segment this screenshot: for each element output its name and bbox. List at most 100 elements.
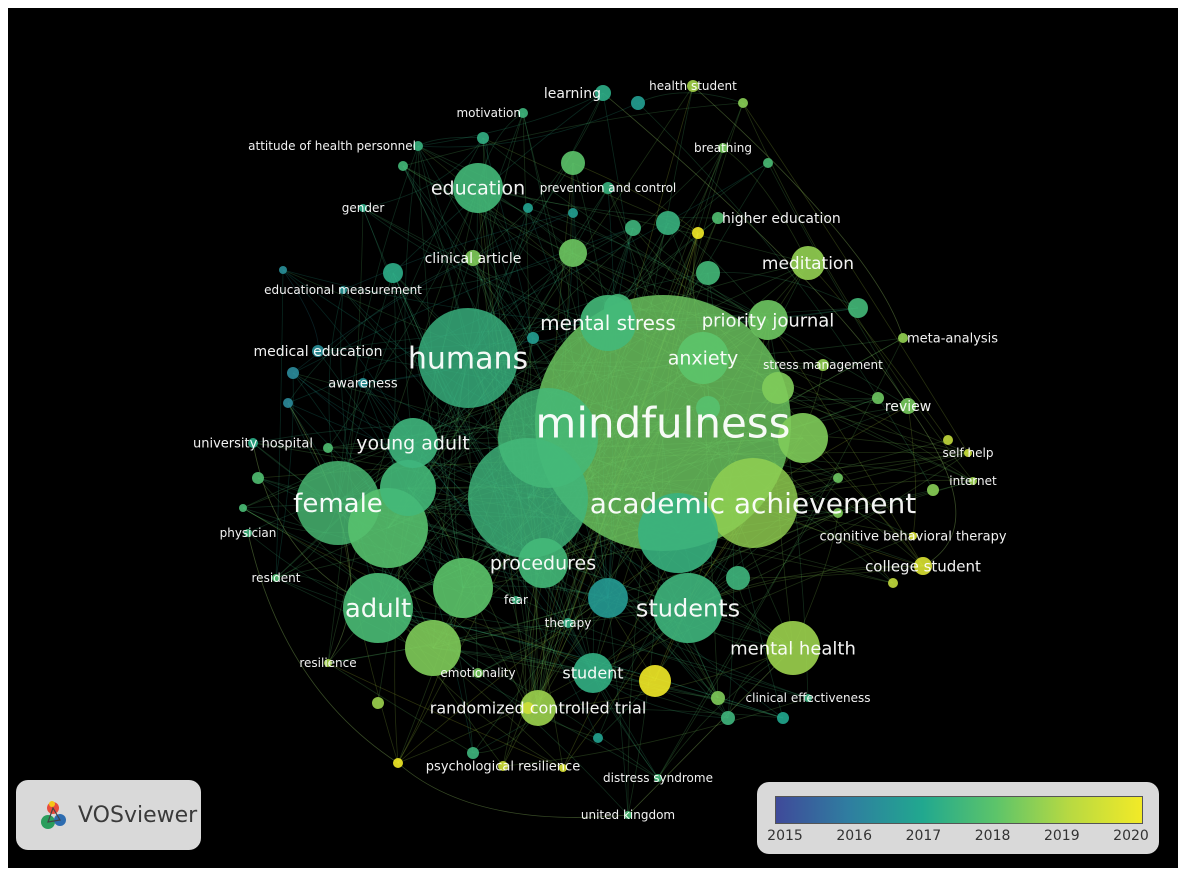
network-node[interactable] xyxy=(726,566,750,590)
network-node[interactable] xyxy=(711,691,725,705)
node-prevention-and-control[interactable] xyxy=(602,182,614,194)
node-emotionality[interactable] xyxy=(473,668,483,678)
label-gender[interactable]: gender xyxy=(342,201,385,215)
network-node[interactable] xyxy=(559,764,567,772)
node-young-adult[interactable] xyxy=(388,418,438,468)
node-university-hospital[interactable] xyxy=(248,438,258,448)
label-stress-management[interactable]: stress management xyxy=(763,358,883,372)
node-meta-analysis[interactable] xyxy=(898,333,908,343)
network-node[interactable] xyxy=(561,151,585,175)
node-humans[interactable] xyxy=(418,308,518,408)
label-distress-syndrome[interactable]: distress syndrome xyxy=(603,771,713,785)
network-visualization[interactable]: mindfulness academic achievement humans fem… xyxy=(8,8,1178,868)
label-adult[interactable]: adult xyxy=(345,594,411,624)
label-fear[interactable]: fear xyxy=(504,593,528,607)
network-node[interactable] xyxy=(833,508,843,518)
network-node[interactable] xyxy=(323,443,333,453)
label-health-student[interactable]: health student xyxy=(649,79,737,93)
network-node[interactable] xyxy=(593,733,603,743)
network-node[interactable] xyxy=(833,473,843,483)
label-physician[interactable]: physician xyxy=(220,526,277,540)
network-node[interactable] xyxy=(738,98,748,108)
node-adult[interactable] xyxy=(343,573,413,643)
label-mental-stress[interactable]: mental stress xyxy=(540,311,676,335)
node-physician[interactable] xyxy=(244,529,252,537)
label-learning[interactable]: learning xyxy=(544,86,601,102)
node-resilience[interactable] xyxy=(324,659,332,667)
network-node[interactable] xyxy=(656,211,680,235)
label-female[interactable]: female xyxy=(293,489,383,519)
node-psychological-resilience[interactable] xyxy=(498,761,508,771)
network-node[interactable] xyxy=(625,220,641,236)
network-node[interactable] xyxy=(721,711,735,725)
network-node[interactable] xyxy=(604,294,632,322)
label-breathing[interactable]: breathing xyxy=(694,141,752,155)
network-node[interactable] xyxy=(527,332,539,344)
node-yellow-node[interactable] xyxy=(639,665,671,697)
network-node[interactable] xyxy=(287,367,299,379)
node-self-help[interactable] xyxy=(964,449,972,457)
network-node[interactable] xyxy=(380,460,436,516)
network-map[interactable]: mindfulness academic achievement humans fem… xyxy=(8,8,1178,868)
network-node[interactable] xyxy=(927,484,939,496)
network-node[interactable] xyxy=(477,132,489,144)
network-node[interactable] xyxy=(393,758,403,768)
network-node[interactable] xyxy=(696,261,720,285)
network-node[interactable] xyxy=(559,239,587,267)
network-node[interactable] xyxy=(498,388,598,488)
label-students[interactable]: students xyxy=(636,594,740,622)
node-meditation[interactable] xyxy=(791,246,825,280)
network-node[interactable] xyxy=(405,620,461,676)
node-breathing[interactable] xyxy=(718,143,728,153)
network-node[interactable] xyxy=(279,266,287,274)
label-united-kingdom[interactable]: united kingdom xyxy=(581,808,675,822)
network-node[interactable] xyxy=(239,504,247,512)
network-node[interactable] xyxy=(631,96,645,110)
node-united-kingdom[interactable] xyxy=(624,811,632,819)
network-node[interactable] xyxy=(283,398,293,408)
network-node[interactable] xyxy=(372,697,384,709)
node-education[interactable] xyxy=(453,163,503,213)
network-node[interactable] xyxy=(588,578,628,618)
label-mental-health[interactable]: mental health xyxy=(730,638,856,659)
node-learning[interactable] xyxy=(595,85,611,101)
node-fear[interactable] xyxy=(512,596,520,604)
label-college-student[interactable]: college student xyxy=(865,557,981,575)
network-node[interactable] xyxy=(777,712,789,724)
network-node[interactable] xyxy=(888,578,898,588)
network-node[interactable] xyxy=(692,227,704,239)
label-resident[interactable]: resident xyxy=(252,571,301,585)
network-node[interactable] xyxy=(848,298,868,318)
network-node[interactable] xyxy=(763,158,773,168)
network-node[interactable] xyxy=(778,413,828,463)
node-college-student[interactable] xyxy=(914,557,932,575)
label-self-help[interactable]: self help xyxy=(943,446,994,460)
node-mental-health[interactable] xyxy=(766,621,820,675)
node-randomized-controlled-trial[interactable] xyxy=(520,690,556,726)
node-therapy[interactable] xyxy=(563,618,573,628)
label-psychological-resilience[interactable]: psychological resilience xyxy=(426,760,580,775)
node-educational-measurement[interactable] xyxy=(339,286,347,294)
node-student[interactable] xyxy=(573,653,613,693)
label-prevention-and-control[interactable]: prevention and control xyxy=(540,181,677,195)
node-priority-journal[interactable] xyxy=(748,300,788,340)
label-clinical-effectiveness[interactable]: clinical effectiveness xyxy=(746,691,871,705)
label-therapy[interactable]: therapy xyxy=(545,616,592,630)
label-academic-achievement[interactable]: academic achievement xyxy=(590,487,916,520)
network-node[interactable] xyxy=(467,747,479,759)
network-node[interactable] xyxy=(762,372,794,404)
network-node[interactable] xyxy=(252,472,264,484)
network-node[interactable] xyxy=(872,392,884,404)
node-medical-education[interactable] xyxy=(312,345,324,357)
network-node[interactable] xyxy=(523,203,533,213)
label-procedures[interactable]: procedures xyxy=(490,553,596,575)
label-education[interactable]: education xyxy=(431,178,525,200)
network-node[interactable] xyxy=(696,396,720,420)
label-motivation[interactable]: motivation xyxy=(456,106,521,120)
label-internet[interactable]: internet xyxy=(949,474,997,488)
node-attitude-of-health-personnel[interactable] xyxy=(413,141,423,151)
node-stress-management[interactable] xyxy=(817,359,829,371)
label-emotionality[interactable]: emotionality xyxy=(440,666,515,680)
network-node[interactable] xyxy=(638,493,718,573)
network-node[interactable] xyxy=(383,263,403,283)
